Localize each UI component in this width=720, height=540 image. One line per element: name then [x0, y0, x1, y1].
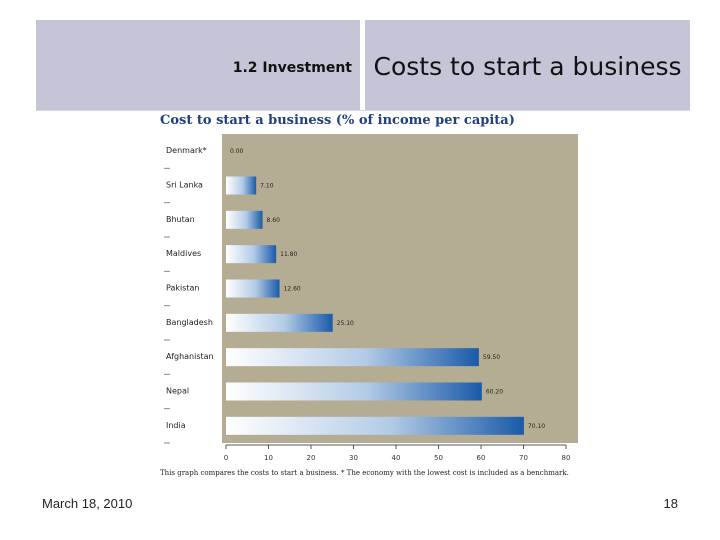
category-label: Maldives — [166, 249, 201, 258]
chart-title: Cost to start a business (% of income pe… — [160, 113, 515, 128]
value-label: 7.10 — [260, 183, 274, 190]
category-label: Bangladesh — [166, 318, 213, 327]
value-label: 60.20 — [486, 389, 503, 396]
chart-caption: This graph compares the costs to start a… — [160, 469, 569, 477]
x-tick-label: 50 — [434, 454, 443, 462]
header-right-panel: Costs to start a business — [365, 20, 690, 110]
value-label: 11.80 — [280, 251, 297, 258]
footer-date: March 18, 2010 — [42, 496, 133, 511]
category-label: Pakistan — [166, 284, 200, 293]
x-tick-label: 20 — [307, 454, 316, 462]
bar — [226, 348, 479, 367]
header-divider — [36, 110, 690, 111]
x-tick-label: 0 — [224, 454, 228, 462]
category-label: Bhutan — [166, 215, 195, 224]
header-left-panel: 1.2 Investment — [36, 20, 360, 110]
value-label: 8.60 — [267, 217, 281, 224]
x-tick-label: 30 — [349, 454, 358, 462]
bar — [226, 245, 277, 264]
value-label: 70.10 — [528, 423, 545, 430]
x-tick-label: 80 — [562, 454, 571, 462]
x-tick-label: 70 — [519, 454, 528, 462]
category-label: India — [166, 421, 186, 430]
value-label: 12.60 — [284, 286, 301, 293]
category-label: Afghanistan — [166, 352, 214, 361]
bar-chart: Denmark* 0.00 Sri Lanka 7.10 Bhutan 8.60 Maldi… — [158, 132, 580, 468]
x-tick-label: 10 — [264, 454, 273, 462]
value-label: 25.10 — [337, 320, 354, 327]
value-label: 59.50 — [483, 354, 500, 361]
category-label: Denmark* — [166, 146, 207, 155]
section-label: 1.2 Investment — [232, 60, 352, 76]
bar — [226, 176, 257, 195]
value-label: 0.00 — [230, 148, 244, 155]
page-number: 18 — [663, 496, 678, 511]
bar — [226, 279, 280, 298]
x-tick-label: 60 — [477, 454, 486, 462]
bar — [226, 210, 263, 229]
slide-title: Costs to start a business — [373, 52, 682, 81]
bar — [226, 416, 524, 435]
category-label: Nepal — [166, 387, 189, 396]
category-label-column — [160, 134, 222, 443]
bar — [226, 382, 482, 401]
x-tick-label: 40 — [392, 454, 401, 462]
category-label: Sri Lanka — [166, 181, 203, 190]
bar — [226, 313, 333, 332]
